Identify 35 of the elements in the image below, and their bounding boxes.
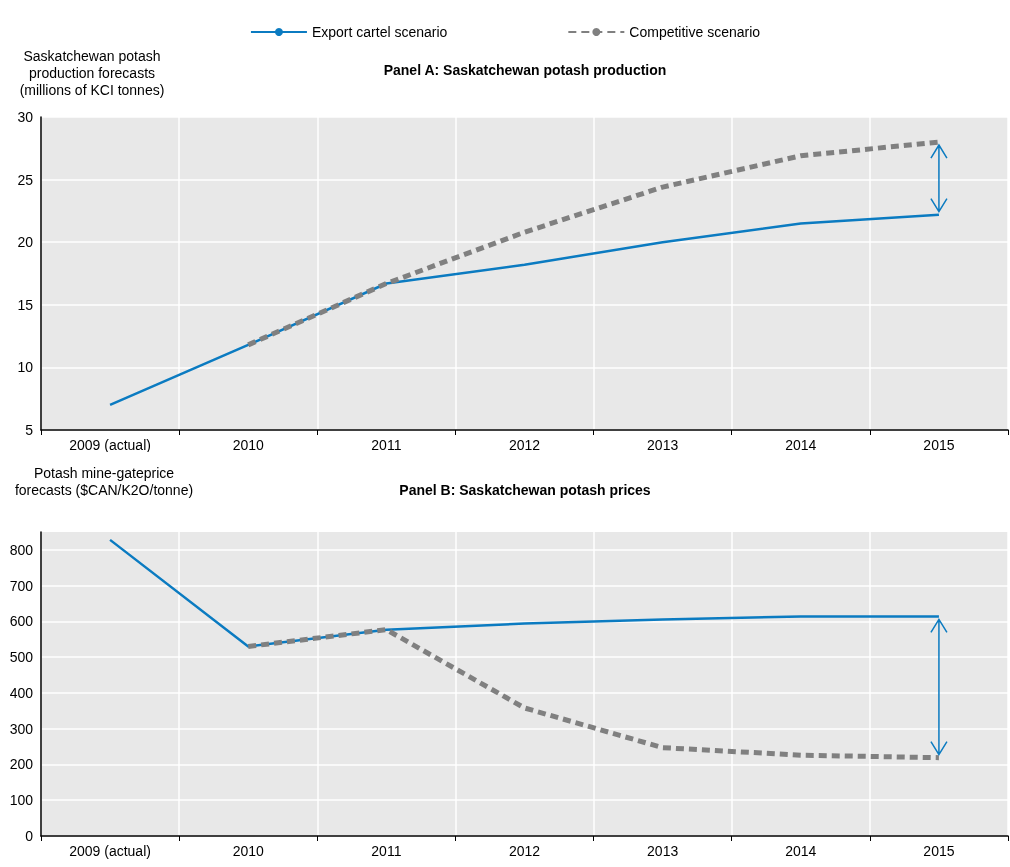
- y-tick-label: 500: [9, 649, 34, 666]
- x-tick-label: 2013: [647, 843, 679, 859]
- y-axis-title: Saskatchewan potash production forecasts (millions of KCI tonnes): [18, 48, 166, 99]
- x-tick-label: 2009 (actual): [69, 843, 151, 859]
- y-tick-label: 15: [17, 296, 34, 313]
- y-axis-title: Potash mine-gateprice forecasts ($CAN/K2O/tonne): [13, 465, 195, 499]
- y-tick-label: 200: [9, 756, 34, 773]
- y-tick-label: 0: [25, 828, 34, 844]
- y-tick-label: 700: [9, 577, 34, 594]
- y-tick-label: 25: [17, 171, 34, 188]
- y-tick-label: 300: [9, 720, 34, 737]
- y-tick-label: 100: [9, 792, 34, 809]
- y-tick-label: 600: [9, 613, 34, 630]
- y-tick-label: 400: [9, 684, 34, 701]
- y-tick-label: 20: [17, 234, 34, 251]
- x-tick-label: 2013: [647, 437, 679, 453]
- x-tick-label: 2010: [232, 843, 264, 859]
- y-tick-label: 800: [9, 541, 34, 558]
- chart-title: Panel A: Saskatchewan potash production: [383, 62, 667, 78]
- x-tick-label: 2014: [785, 843, 817, 859]
- x-tick-label: 2015: [923, 843, 955, 859]
- x-tick-label: 2009 (actual): [69, 437, 151, 453]
- y-tick-label: 10: [17, 359, 34, 376]
- legend-label: Export cartel scenario: [311, 24, 448, 40]
- x-tick-label: 2011: [371, 843, 402, 859]
- legend-label: Competitive scenario: [629, 24, 761, 40]
- y-tick-label: 30: [17, 109, 34, 125]
- x-tick-label: 2010: [232, 437, 264, 453]
- chart-title: Panel B: Saskatchewan potash prices: [399, 482, 651, 498]
- x-tick-label: 2015: [923, 437, 955, 453]
- x-tick-label: 2011: [371, 437, 402, 453]
- x-tick-label: 2014: [785, 437, 817, 453]
- x-tick-label: 2012: [508, 437, 541, 453]
- y-tick-label: 5: [25, 422, 34, 438]
- x-tick-label: 2012: [508, 843, 541, 859]
